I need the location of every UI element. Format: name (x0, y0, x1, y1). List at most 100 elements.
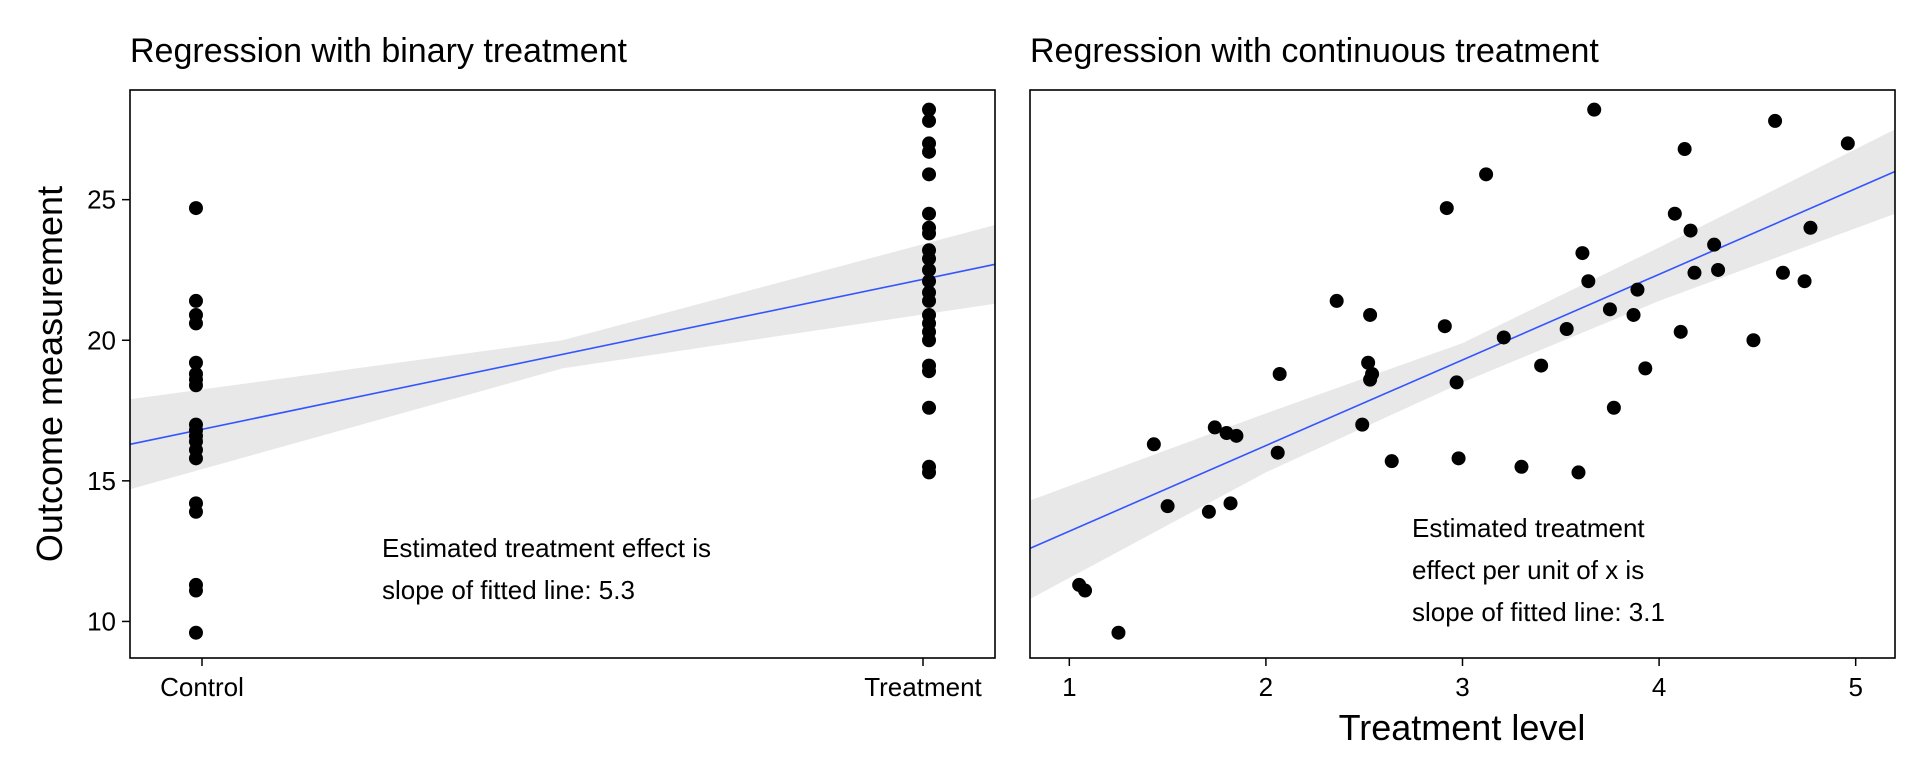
confidence-band-area (1030, 129, 1895, 599)
confidence-band-area (130, 225, 995, 490)
panel-title-binary: Regression with binary treatment (130, 32, 628, 70)
data-point (1606, 400, 1621, 415)
data-point (1746, 333, 1761, 348)
data-point (1437, 319, 1452, 334)
data-point (1451, 451, 1466, 466)
data-point (1840, 136, 1855, 151)
data-point (1559, 322, 1574, 337)
data-point (1355, 417, 1370, 432)
data-point (1707, 237, 1722, 252)
data-point (1201, 504, 1216, 519)
data-point (1439, 201, 1454, 216)
annotation-continuous-line-3: slope of fitted line: 3.1 (1412, 597, 1665, 627)
annotation-binary-line-1: Estimated treatment effect is (382, 533, 711, 563)
data-point (1146, 437, 1161, 452)
x-tick-label-treatment: Treatment (864, 672, 982, 702)
fit-line-continuous (1029, 170, 1896, 550)
data-point (1449, 375, 1464, 390)
data-point (1711, 262, 1726, 277)
x-tick-label: 1 (1062, 672, 1076, 702)
x-tick-label-control: Control (160, 672, 244, 702)
x-tick-label: 2 (1259, 672, 1273, 702)
regression-line (129, 263, 996, 446)
annotation-binary: Estimated treatment effect is slope of f… (382, 533, 711, 605)
data-point-treatment (922, 167, 937, 182)
confidence-band-binary (130, 225, 995, 490)
panel-binary-treatment: Regression with binary treatment 10 15 20 2… (29, 32, 996, 702)
data-point-control (188, 504, 203, 519)
data-point-treatment (922, 113, 937, 128)
data-point (1363, 307, 1378, 322)
data-point-control (188, 293, 203, 308)
data-point-treatment (922, 465, 937, 480)
data-point-treatment (922, 144, 937, 159)
data-point (1673, 324, 1688, 339)
panel-title-continuous: Regression with continuous treatment (1030, 32, 1599, 70)
data-point (1575, 246, 1590, 261)
plot-frame-binary (129, 89, 996, 659)
data-point (1229, 428, 1244, 443)
data-point (1768, 113, 1783, 128)
data-point (1272, 367, 1287, 381)
data-point-treatment (922, 293, 937, 308)
data-point-control (188, 316, 203, 331)
x-axis-ticks-binary: Control Treatment (160, 658, 983, 702)
data-point (1581, 274, 1596, 289)
data-point-treatment (922, 102, 937, 117)
y-tick-label: 10 (87, 606, 116, 636)
data-point-treatment (922, 251, 937, 266)
data-point (1626, 307, 1641, 322)
annotation-continuous-line-2: effect per unit of x is (1412, 555, 1644, 585)
data-point (1270, 445, 1285, 460)
y-axis-label: Outcome measurement (29, 186, 70, 562)
data-point (1687, 265, 1702, 280)
points-continuous (1072, 102, 1855, 640)
data-point (1361, 355, 1376, 370)
y-tick-label: 20 (87, 325, 116, 355)
data-point-control (188, 355, 203, 370)
data-point-control (188, 378, 203, 393)
data-point (1160, 499, 1175, 514)
data-point (1683, 223, 1698, 238)
data-point (1630, 282, 1645, 297)
data-point-treatment (922, 206, 937, 221)
data-point (1479, 167, 1494, 182)
data-point (1602, 302, 1617, 317)
x-axis-label: Treatment level (1339, 707, 1586, 748)
data-point (1365, 367, 1380, 381)
data-point-treatment (922, 226, 937, 241)
data-point (1207, 420, 1222, 435)
y-axis-ticks: 10 15 20 25 (87, 185, 130, 636)
data-point (1587, 102, 1602, 117)
data-point (1571, 465, 1586, 480)
data-point-control (188, 201, 203, 216)
regression-line (1029, 170, 1896, 550)
data-point (1111, 625, 1126, 640)
data-point (1534, 358, 1549, 373)
points-binary (188, 102, 937, 640)
data-point (1384, 454, 1399, 469)
data-point (1329, 293, 1344, 308)
data-point-control (188, 625, 203, 640)
data-point (1797, 274, 1812, 289)
data-point (1775, 265, 1790, 280)
data-point-treatment (922, 364, 937, 379)
x-tick-label: 3 (1455, 672, 1469, 702)
y-tick-label: 25 (87, 185, 116, 215)
panel-continuous-treatment: Regression with continuous treatment 1 2 3… (1029, 32, 1896, 748)
data-point-treatment (922, 262, 937, 277)
data-point (1078, 583, 1093, 598)
annotation-continuous-line-1: Estimated treatment (1412, 513, 1645, 543)
data-point (1803, 220, 1818, 235)
annotation-continuous: Estimated treatment effect per unit of x… (1412, 513, 1665, 627)
fit-line-binary (129, 263, 996, 446)
data-point-control (188, 451, 203, 466)
data-point-control (188, 583, 203, 598)
confidence-band-continuous (1030, 129, 1895, 599)
data-point (1667, 206, 1682, 221)
y-tick-label: 15 (87, 466, 116, 496)
data-point (1677, 142, 1692, 157)
x-axis-ticks-continuous: 1 2 3 4 5 (1062, 658, 1863, 702)
